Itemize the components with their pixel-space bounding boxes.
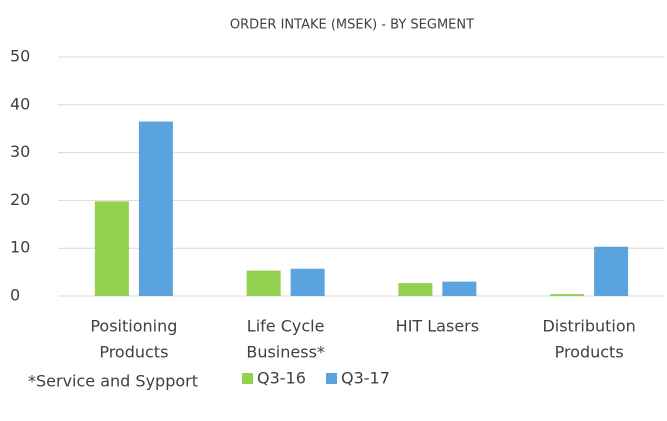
- y-tick-label: 40: [10, 94, 30, 113]
- x-tick-label: Distribution: [542, 317, 635, 336]
- y-tick-label: 50: [10, 47, 30, 66]
- bar: [94, 201, 129, 296]
- legend-label: Q3-17: [341, 369, 390, 388]
- bar: [246, 270, 281, 296]
- y-tick-label: 0: [10, 286, 20, 305]
- bar: [290, 268, 325, 296]
- bar: [594, 246, 629, 296]
- y-tick-label: 10: [10, 238, 30, 257]
- x-tick-label: HIT Lasers: [396, 317, 479, 336]
- bar: [138, 121, 173, 296]
- legend-label: Q3-16: [257, 369, 306, 388]
- x-tick-label: Life Cycle: [247, 317, 325, 336]
- chart-title: ORDER INTAKE (MSEK) - BY SEGMENT: [230, 18, 474, 33]
- bar: [442, 281, 477, 296]
- x-tick-label: Business*: [246, 343, 325, 362]
- legend-swatch: [326, 373, 337, 384]
- y-tick-label: 30: [10, 142, 30, 161]
- y-tick-label: 20: [10, 190, 30, 209]
- x-tick-label: Products: [555, 343, 624, 362]
- bar: [550, 294, 585, 296]
- legend-swatch: [242, 373, 253, 384]
- x-tick-label: Products: [99, 343, 168, 362]
- x-tick-label: Positioning: [90, 317, 177, 336]
- annotation: *Service and Sypport: [28, 372, 198, 391]
- bar: [398, 283, 433, 296]
